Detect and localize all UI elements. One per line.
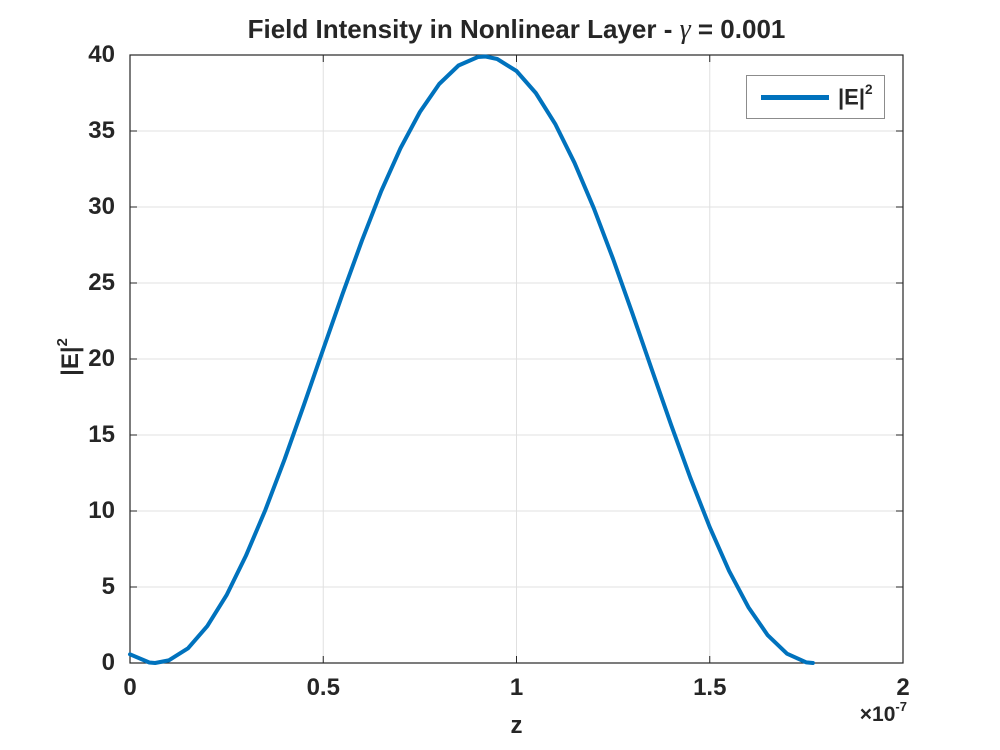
x-axis-multiplier: ×10-7	[859, 699, 907, 726]
y-tick-label: 0	[101, 649, 115, 676]
y-tick-label: 5	[101, 573, 115, 600]
x-axis-label: z	[510, 712, 523, 739]
y-tick-label: 25	[88, 269, 115, 296]
x-tick-label: 1	[509, 674, 524, 701]
legend: |E|2	[746, 75, 885, 119]
y-tick-label: 40	[88, 41, 115, 68]
y-tick-label: 35	[88, 117, 115, 144]
gamma-symbol: γ	[679, 14, 691, 45]
y-tick-label: 15	[88, 421, 115, 448]
x-tick-label: 2	[896, 674, 910, 701]
y-tick-label: 10	[88, 497, 115, 524]
legend-label-exponent: 2	[864, 82, 873, 98]
plot-title-value: = 0.001	[690, 14, 786, 44]
axes-box	[129, 54, 904, 664]
y-tick-label: 30	[88, 193, 115, 220]
plot-title: Field Intensity in Nonlinear Layer - γ =…	[130, 14, 903, 46]
x-tick-label: 0.5	[306, 674, 340, 701]
y-tick-label: 20	[88, 345, 115, 372]
legend-line-sample	[761, 94, 829, 100]
plot-title-text: Field Intensity in Nonlinear Layer -	[247, 14, 680, 44]
x-tick-label: 0	[123, 674, 137, 701]
x-axis-multiplier-exponent: -7	[895, 699, 907, 715]
legend-label: |E|2	[838, 82, 873, 110]
data-curve	[128, 54, 815, 665]
x-tick-label: 1.5	[693, 674, 727, 701]
